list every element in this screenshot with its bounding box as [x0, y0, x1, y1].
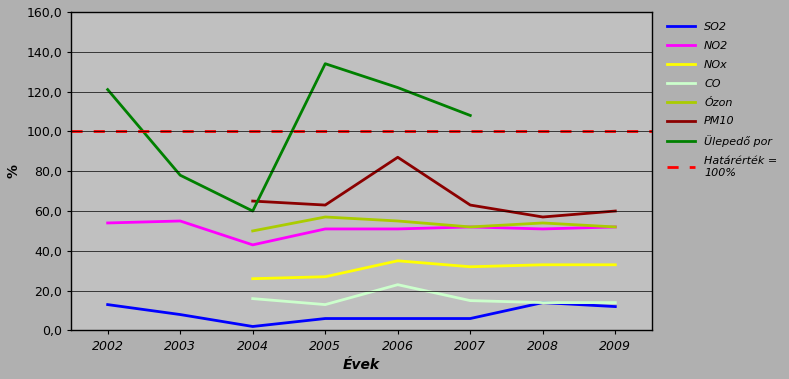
Y-axis label: %: %	[7, 164, 21, 178]
X-axis label: Évek: Évek	[343, 358, 380, 372]
Legend: SO2, NO2, NOx, CO, Ózon, PM10, Ülepedő por, Határérték =
100%: SO2, NO2, NOx, CO, Ózon, PM10, Ülepedő p…	[663, 17, 782, 182]
